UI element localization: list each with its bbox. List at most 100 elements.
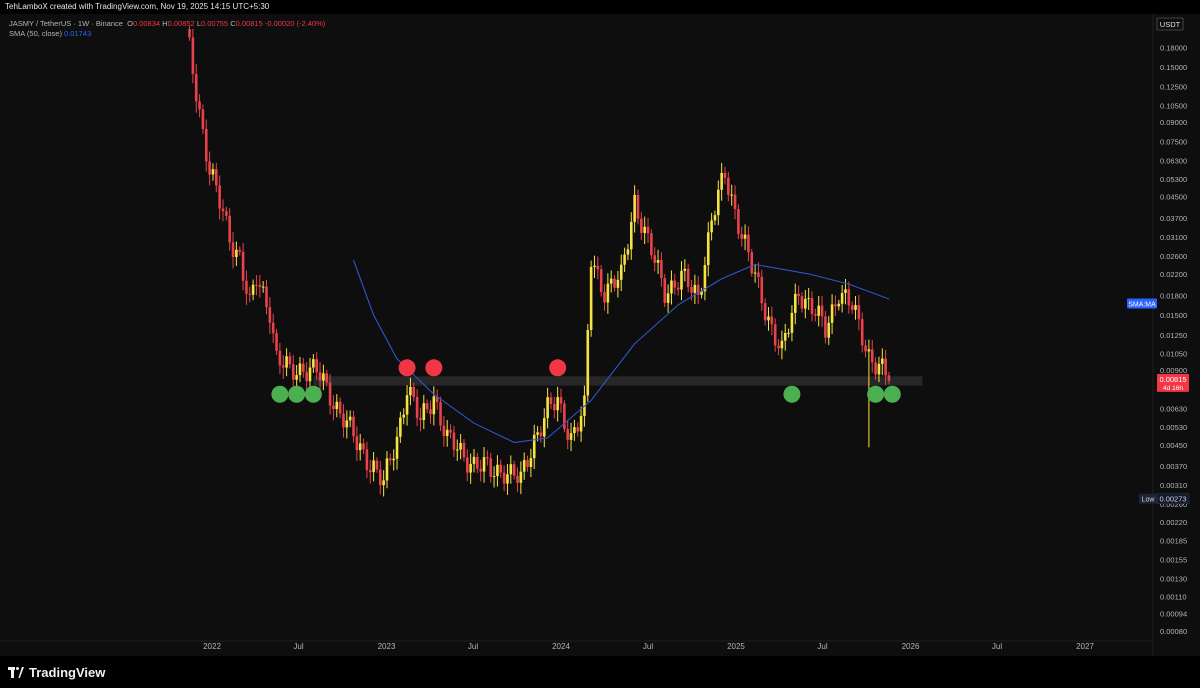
- high-value: 0.00852: [167, 19, 195, 28]
- price-chart[interactable]: 0.18000 0.15000 0.12500 0.10500 0.09000 0.075…: [0, 14, 1200, 656]
- candle-body: [208, 161, 211, 175]
- candle-body: [874, 362, 877, 375]
- y-tick-label: 0.00220: [1160, 518, 1187, 527]
- candle-body: [358, 443, 362, 451]
- candle-body: [335, 401, 339, 410]
- candle-body: [482, 457, 486, 472]
- tradingview-logo[interactable]: TradingView: [8, 665, 105, 680]
- candle-body: [834, 304, 837, 307]
- resistance-marker: [549, 359, 567, 377]
- y-tick-label: 0.07500: [1160, 138, 1187, 147]
- candle-body: [295, 375, 298, 380]
- low-value-tag: [1156, 493, 1190, 505]
- y-tick-label: 0.00370: [1160, 462, 1187, 471]
- candle-body: [867, 349, 871, 352]
- candle-body: [670, 280, 673, 294]
- candle-body: [378, 469, 382, 486]
- candle-body: [529, 458, 533, 467]
- candle-body: [522, 460, 526, 472]
- candle-body: [767, 316, 770, 321]
- y-tick-label: 0.00260: [1160, 500, 1187, 509]
- candle-body: [690, 286, 693, 293]
- candle-body: [703, 265, 707, 292]
- low-label: L: [196, 19, 201, 28]
- candle-body: [516, 475, 519, 483]
- candle-body: [837, 303, 841, 307]
- support-marker: [288, 385, 306, 403]
- candle-body: [328, 382, 332, 406]
- candle-body: [365, 449, 369, 471]
- candle-body: [800, 296, 804, 309]
- y-tick-label: 0.00110: [1160, 593, 1187, 602]
- candle-body: [215, 169, 218, 186]
- candle-body: [619, 264, 623, 280]
- last-price-label: 0.00815: [1159, 375, 1186, 384]
- candle-body: [606, 283, 610, 303]
- candle-body: [850, 305, 854, 310]
- candle-body: [609, 278, 613, 284]
- symbol-name: JASMY / TetherUS · 1W · Binance: [9, 19, 123, 28]
- candle-body: [221, 208, 225, 212]
- candle-body: [636, 194, 640, 219]
- candle-body: [864, 345, 867, 352]
- candle-body: [880, 358, 884, 364]
- candle-body: [804, 298, 807, 309]
- candle-body: [844, 289, 847, 293]
- candle-body: [616, 279, 620, 288]
- candle-body: [814, 313, 817, 316]
- candle-body: [586, 330, 590, 396]
- x-tick-label: 2025: [727, 642, 745, 651]
- candle-body: [556, 397, 559, 411]
- candle-body: [760, 276, 764, 304]
- candle-body: [680, 270, 683, 290]
- candle-body: [559, 397, 563, 404]
- candle-body: [676, 287, 680, 290]
- x-tick-label: 2022: [203, 642, 221, 651]
- x-tick-label: Jul: [992, 642, 1002, 651]
- resistance-support-zone: [313, 376, 923, 386]
- candle-body: [476, 456, 479, 469]
- candle-body: [298, 363, 302, 376]
- high-label: H: [162, 19, 168, 28]
- low-value-label: 0.00273: [1159, 495, 1186, 504]
- candle-body: [308, 367, 312, 382]
- candle-body: [693, 284, 697, 293]
- symbol-legend-row[interactable]: JASMY / TetherUS · 1W · Binance O0.00834…: [9, 19, 325, 29]
- candle-body: [847, 289, 851, 306]
- candle-body: [720, 172, 723, 190]
- candle-body: [773, 324, 777, 346]
- candle-body: [241, 251, 245, 281]
- candle-body: [633, 194, 636, 222]
- candle-body: [549, 397, 553, 405]
- candle-body: [462, 442, 466, 458]
- candle-body: [579, 415, 583, 432]
- y-tick-label: 0.00155: [1160, 556, 1187, 565]
- y-tick-label: 0.15000: [1160, 63, 1187, 72]
- y-tick-label: 0.01800: [1160, 291, 1187, 300]
- candle-body: [686, 268, 690, 287]
- y-tick-label: 0.12500: [1160, 83, 1187, 92]
- candle-body: [492, 476, 496, 478]
- candle-body: [656, 260, 660, 263]
- candle-body: [204, 128, 208, 162]
- candle-body: [466, 457, 469, 473]
- candle-body: [288, 356, 292, 365]
- sma-legend-row[interactable]: SMA (50, close) 0.01743: [9, 29, 325, 39]
- candle-body: [486, 457, 489, 459]
- candle-body: [596, 265, 600, 270]
- candle-body: [268, 307, 272, 323]
- candle-body: [338, 401, 342, 414]
- candle-body: [640, 218, 643, 233]
- sma-tag: [1127, 298, 1157, 309]
- candle-body: [435, 396, 439, 403]
- y-tick-label: 0.00530: [1160, 423, 1187, 432]
- candle-body: [362, 443, 365, 450]
- candle-body: [445, 429, 449, 437]
- candle-body: [793, 293, 797, 313]
- low-tag: [1139, 493, 1157, 504]
- candle-body: [653, 255, 657, 263]
- candle-body: [271, 322, 275, 334]
- candle-body: [291, 364, 295, 380]
- candle-body: [506, 474, 509, 484]
- y-tick-label: 0.03700: [1160, 214, 1187, 223]
